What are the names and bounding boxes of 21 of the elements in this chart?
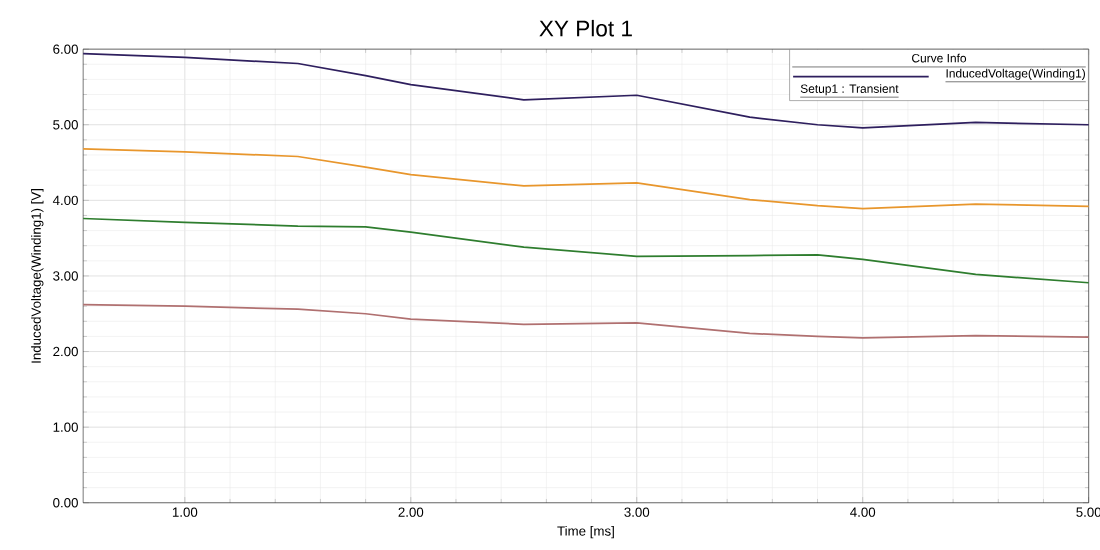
x-tick-label: 2.00: [398, 507, 424, 517]
annotation: Setup1 : Transient: [800, 84, 899, 96]
x-tick-label: 4.00: [850, 507, 876, 517]
y-tick-label: 2.00: [53, 346, 78, 357]
y-tick-label: 3.00: [53, 271, 78, 281]
chart-title: XY Plot 1: [539, 19, 632, 37]
line-series: [82, 148, 1090, 210]
line-series: [82, 303, 1090, 339]
y-axis-title: InducedVoltage(Winding1) [V]: [31, 189, 44, 363]
text: InducedVoltage(Winding1): [946, 68, 1085, 80]
line-series: [82, 217, 1090, 284]
x-axis-title: Time [ms]: [557, 525, 614, 539]
y-tick-label: 0.00: [53, 498, 78, 508]
legend-title: Curve Info: [912, 53, 967, 63]
x-tick-label: 3.00: [624, 507, 650, 517]
y-tick-label: 1.00: [53, 422, 78, 432]
y-tick-label: 6.00: [53, 44, 78, 54]
y-tick-label: 4.00: [52, 195, 78, 206]
x-tick-label: 1.00: [172, 507, 198, 517]
line-series: [82, 52, 1090, 129]
y-tick-label: 5.00: [53, 120, 78, 130]
